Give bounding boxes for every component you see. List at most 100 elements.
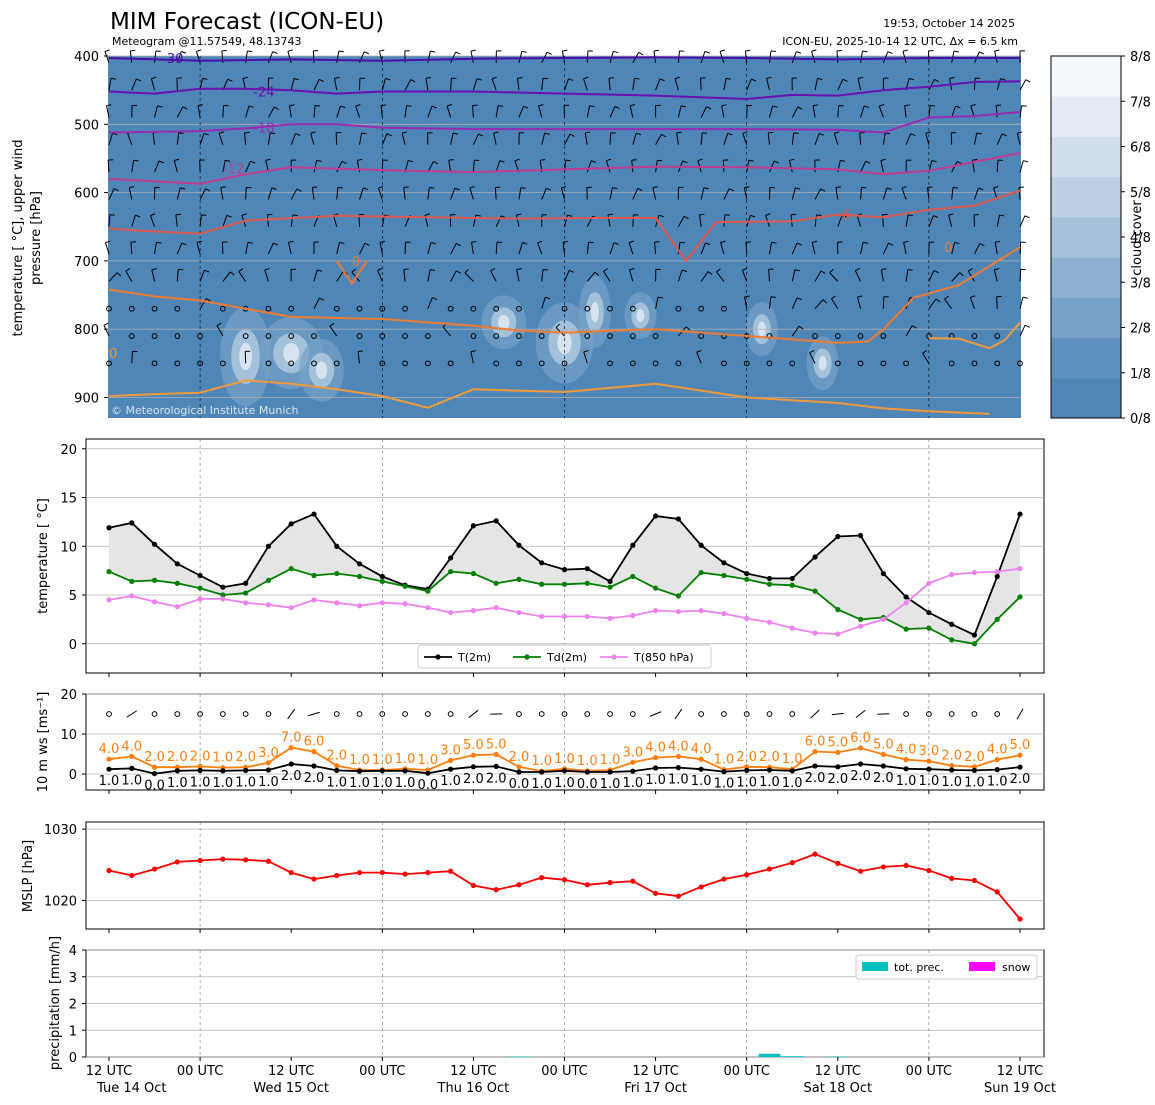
wind-barb [564, 214, 568, 227]
wind-barb [493, 132, 497, 145]
wind-barb [178, 132, 184, 134]
wind-barb [860, 187, 862, 200]
wind-barb [603, 271, 611, 282]
wind-barb [267, 132, 271, 145]
wind-barb [926, 187, 930, 200]
wind-barb [351, 268, 356, 273]
wind-barb [312, 186, 318, 189]
t2m-point [721, 560, 727, 566]
wind-barb [267, 106, 275, 118]
wind-data-label: 1.0 [440, 774, 461, 789]
wind-barb [829, 272, 839, 282]
wind-barb [446, 105, 452, 118]
gust-data-label: 1.0 [395, 752, 416, 767]
t850-point [243, 600, 249, 606]
wind-barb [768, 131, 774, 134]
wind-barb [522, 242, 528, 245]
wind-barb [993, 186, 999, 189]
wind-barb [150, 78, 156, 91]
wind-barb [922, 352, 930, 364]
wind-barb [544, 132, 550, 135]
wind-barb [1024, 324, 1030, 328]
wind-barb [682, 160, 688, 164]
wind-barb [359, 132, 363, 145]
wind-barb [840, 159, 846, 162]
wind-barb [247, 241, 253, 244]
wind-barb [857, 76, 864, 79]
wind-barb [842, 78, 848, 82]
wind-barb [994, 242, 998, 255]
t2m-point [949, 621, 955, 627]
wind-barb [811, 49, 817, 52]
calm-wind-symbol [197, 360, 204, 367]
wind-barb [716, 268, 721, 273]
cloud-patch [636, 309, 645, 323]
precip-bar [758, 1053, 781, 1057]
wind-barb [948, 213, 954, 216]
wind-barb [809, 352, 816, 364]
wind-barb [677, 216, 685, 227]
calm-wind-symbol [994, 711, 1001, 717]
wind-barb [288, 242, 292, 255]
wind-barb [603, 268, 608, 272]
wind-barb [562, 49, 568, 52]
mean-wind-point [129, 765, 135, 772]
wind-barb [469, 187, 474, 200]
t850-point [129, 593, 135, 599]
mslp-point [949, 875, 955, 881]
wind-barb [928, 105, 931, 118]
mslp-point [470, 882, 476, 889]
wind-barb [1016, 708, 1024, 720]
wind-barb [238, 268, 244, 272]
wind-barb [288, 240, 294, 243]
isotherm-label: -24 [253, 86, 274, 101]
mslp-point [607, 880, 613, 886]
x-tick-label: 12 UTC [268, 1064, 314, 1079]
x-tick-label: 12 UTC [450, 1064, 496, 1079]
calm-wind-symbol [106, 305, 112, 312]
wind-barb [244, 132, 247, 145]
mslp-point [334, 872, 340, 879]
wind-barb [296, 188, 302, 192]
t2m-point [584, 566, 590, 572]
cloud-patch [283, 343, 300, 364]
forecast-timestamp: 19:53, October 14 2025 [883, 17, 1015, 30]
y-tick-label: 500 [74, 118, 99, 133]
wind-barb [996, 160, 999, 173]
mean-wind-point [789, 768, 795, 774]
wind-barb [632, 78, 635, 91]
td2m-point [220, 592, 226, 598]
wind-barb [127, 133, 133, 145]
wind-barb [791, 51, 797, 64]
t2m-point [334, 543, 340, 549]
gust-point [926, 758, 932, 764]
t2m-point [493, 518, 499, 524]
wind-barb [677, 269, 683, 282]
wind-barb [886, 187, 892, 190]
mslp-point [106, 867, 112, 874]
wind-barb [273, 242, 279, 246]
t850-point [516, 609, 522, 616]
wind-barb [295, 133, 301, 136]
wind-barb [1019, 105, 1023, 118]
mslp-point [994, 889, 1000, 895]
wind-barb [216, 322, 222, 327]
wind-barb [319, 297, 325, 301]
wind-barb [125, 268, 131, 272]
wind-barb [954, 241, 960, 245]
precip-bar [826, 1056, 849, 1057]
td2m-point [971, 641, 978, 647]
legend-swatch [969, 962, 995, 971]
mean-wind-point [1017, 764, 1023, 770]
wind-barb [771, 241, 777, 244]
wind-barb [928, 79, 935, 91]
wind-barb [450, 132, 454, 145]
wind-barb [129, 50, 133, 63]
td2m-point [425, 588, 431, 594]
wind-barb [658, 214, 664, 218]
legend-label: tot. prec. [894, 961, 944, 974]
wind-barb [1019, 269, 1022, 282]
cloud-patch [498, 314, 510, 330]
wind-barb [567, 214, 573, 217]
